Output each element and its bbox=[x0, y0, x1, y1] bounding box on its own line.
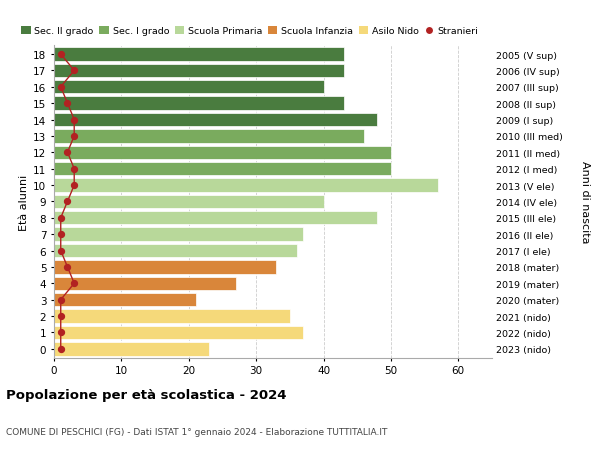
Point bbox=[56, 247, 65, 255]
Bar bbox=[54, 81, 323, 94]
Point bbox=[56, 345, 65, 353]
Bar bbox=[54, 326, 304, 339]
Point bbox=[62, 263, 72, 271]
Bar bbox=[54, 212, 377, 225]
Bar bbox=[54, 162, 391, 176]
Point bbox=[62, 100, 72, 107]
Bar bbox=[54, 277, 236, 291]
Bar bbox=[54, 261, 277, 274]
Bar bbox=[54, 130, 364, 143]
Bar bbox=[54, 65, 344, 78]
Bar bbox=[54, 342, 209, 356]
Y-axis label: Età alunni: Età alunni bbox=[19, 174, 29, 230]
Bar bbox=[54, 310, 290, 323]
Point bbox=[56, 297, 65, 304]
Legend: Sec. II grado, Sec. I grado, Scuola Primaria, Scuola Infanzia, Asilo Nido, Stran: Sec. II grado, Sec. I grado, Scuola Prim… bbox=[19, 25, 481, 38]
Point bbox=[56, 51, 65, 59]
Text: COMUNE DI PESCHICI (FG) - Dati ISTAT 1° gennaio 2024 - Elaborazione TUTTITALIA.I: COMUNE DI PESCHICI (FG) - Dati ISTAT 1° … bbox=[6, 427, 388, 436]
Point bbox=[70, 166, 79, 173]
Bar bbox=[54, 244, 296, 257]
Point bbox=[70, 280, 79, 287]
Bar bbox=[54, 97, 344, 111]
Text: Popolazione per età scolastica - 2024: Popolazione per età scolastica - 2024 bbox=[6, 388, 287, 401]
Point bbox=[62, 198, 72, 206]
Bar bbox=[54, 293, 196, 307]
Bar bbox=[54, 48, 344, 62]
Point bbox=[56, 215, 65, 222]
Point bbox=[70, 182, 79, 189]
Bar bbox=[54, 113, 377, 127]
Point bbox=[70, 117, 79, 124]
Point bbox=[56, 329, 65, 336]
Point bbox=[56, 84, 65, 91]
Bar bbox=[54, 179, 438, 192]
Point bbox=[56, 231, 65, 238]
Point bbox=[62, 149, 72, 157]
Point bbox=[70, 67, 79, 75]
Bar bbox=[54, 146, 391, 160]
Point bbox=[70, 133, 79, 140]
Bar bbox=[54, 228, 304, 241]
Bar bbox=[54, 195, 323, 209]
Point bbox=[56, 313, 65, 320]
Y-axis label: Anni di nascita: Anni di nascita bbox=[580, 161, 590, 243]
